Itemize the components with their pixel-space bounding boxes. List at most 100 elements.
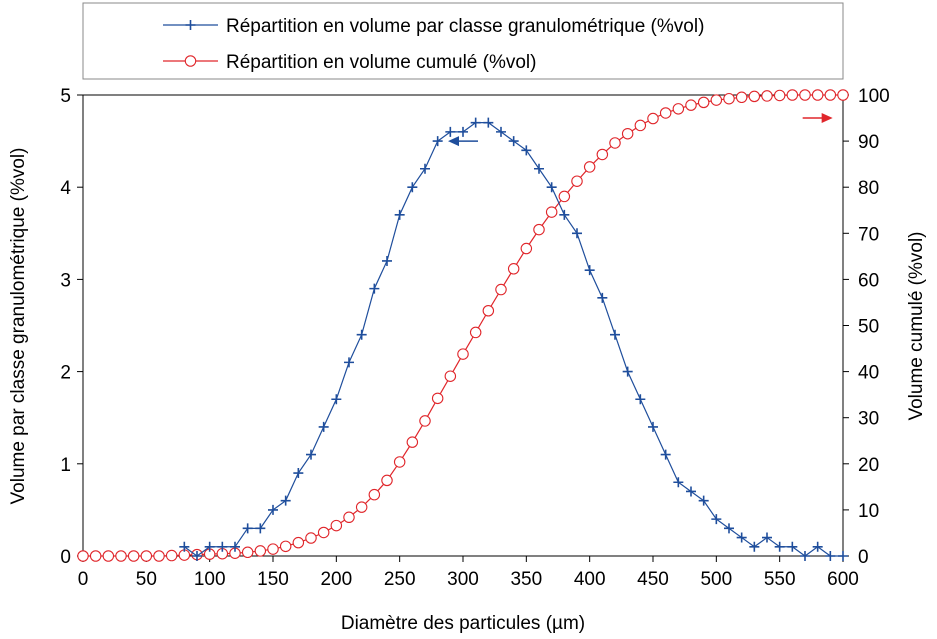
data-point: [306, 449, 316, 460]
data-point: [571, 175, 583, 187]
data-point: [660, 449, 671, 460]
legend: Répartition en volume par classe granulo…: [82, 2, 844, 80]
x-tick-label: 600: [827, 569, 859, 590]
data-point: [610, 329, 620, 340]
data-point: [787, 541, 798, 552]
data-point: [735, 91, 748, 104]
x-tick-label: 500: [700, 569, 732, 590]
legend-label: Répartition en volume cumulé (%vol): [226, 52, 536, 73]
legend-item: Répartition en volume par classe granulo…: [163, 16, 704, 37]
data-point: [382, 255, 392, 266]
data-point: [496, 126, 506, 137]
legend-label: Répartition en volume par classe granulo…: [226, 16, 704, 37]
x-tick-label: 400: [574, 569, 606, 590]
data-point: [89, 550, 102, 562]
series-0: [179, 117, 848, 561]
data-point: [331, 394, 342, 405]
data-point: [179, 541, 190, 552]
x-tick-label: 250: [384, 569, 416, 590]
data-point: [546, 182, 557, 193]
data-point: [711, 514, 722, 525]
data-point: [736, 532, 747, 543]
series-1: [77, 89, 849, 562]
data-point: [394, 209, 405, 220]
arrow-left-icon: [448, 136, 478, 147]
data-point: [825, 551, 836, 561]
series-line: [83, 94, 843, 557]
data-point: [773, 89, 786, 102]
data-point: [724, 523, 734, 534]
data-point: [483, 117, 494, 128]
data-point: [470, 117, 481, 128]
x-tick-label: 350: [510, 569, 542, 590]
data-point: [761, 90, 773, 102]
y-right-tick-label: 60: [858, 270, 879, 291]
y-right-tick-label: 0: [858, 547, 869, 568]
y-right-tick-label: 70: [858, 224, 879, 245]
data-point: [622, 366, 633, 377]
data-point: [432, 136, 443, 147]
data-point: [698, 495, 709, 506]
data-point: [153, 550, 165, 562]
data-point: [596, 148, 609, 161]
data-point: [469, 326, 482, 339]
data-point: [686, 486, 696, 497]
data-point: [318, 421, 329, 432]
data-point: [317, 526, 330, 539]
x-tick-label: 100: [194, 569, 226, 590]
data-point: [204, 541, 215, 552]
y-axis-label-right: Volume cumulé (%vol): [906, 231, 927, 420]
data-point: [241, 546, 254, 559]
y-right-tick-label: 20: [858, 455, 879, 476]
data-point: [838, 551, 848, 561]
data-point: [659, 107, 672, 119]
y-right-tick-label: 90: [858, 132, 879, 153]
data-point: [648, 421, 658, 432]
data-point: [458, 126, 468, 137]
data-point: [559, 209, 570, 220]
data-point: [293, 468, 304, 479]
legend-marker: [184, 55, 197, 67]
axes: 0 50 100 150 200 250 300 350 400 450 500 550 6000123…: [60, 86, 889, 590]
data-point: [748, 90, 761, 103]
data-point: [749, 541, 760, 552]
data-point: [406, 436, 419, 448]
data-point: [77, 550, 89, 562]
y-left-tick-label: 2: [60, 363, 71, 384]
data-point: [127, 550, 140, 562]
data-point: [102, 550, 115, 562]
data-point: [292, 536, 305, 549]
x-tick-label: 450: [637, 569, 669, 590]
y-right-tick-label: 10: [858, 501, 879, 522]
data-point: [685, 99, 697, 111]
y-left-tick-label: 5: [60, 86, 71, 107]
legend-marker: [185, 20, 196, 30]
x-tick-label: 550: [764, 569, 796, 590]
y-axis-label-left: Volume par classe granulométrique (%vol): [8, 148, 29, 505]
y-right-tick-label: 50: [858, 317, 879, 338]
data-point: [824, 89, 837, 101]
data-point: [710, 94, 723, 106]
data-point: [812, 541, 823, 552]
data-point: [635, 394, 646, 405]
y-right-tick-label: 30: [858, 409, 879, 430]
data-point: [609, 137, 621, 149]
data-point: [811, 89, 824, 101]
y-right-tick-label: 80: [858, 178, 879, 199]
legend-box: [82, 2, 844, 80]
x-tick-label: 0: [78, 569, 89, 590]
data-point: [774, 541, 785, 552]
x-tick-label: 300: [447, 569, 479, 590]
data-point: [762, 532, 772, 543]
data-point: [255, 523, 266, 534]
data-point: [521, 145, 532, 156]
y-left-tick-label: 0: [60, 547, 71, 568]
data-point: [407, 182, 418, 193]
data-point: [534, 163, 544, 174]
data-point: [800, 551, 810, 561]
x-tick-label: 150: [257, 569, 289, 590]
data-point: [305, 532, 317, 544]
data-point: [572, 228, 582, 239]
data-point: [419, 415, 431, 427]
